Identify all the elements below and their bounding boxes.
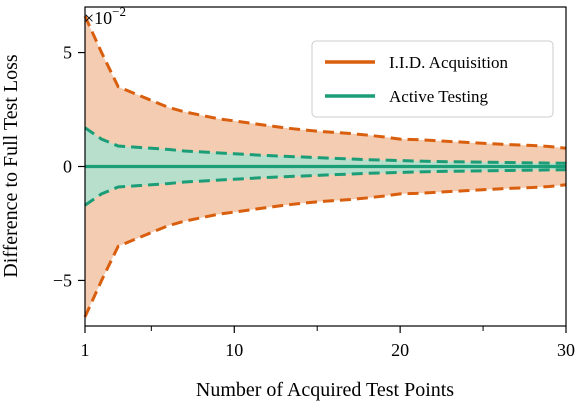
y-tick-label: 0 (63, 157, 72, 177)
upper-bound-iid (83, 15, 567, 150)
x-tick-label: 10 (225, 340, 243, 360)
x-tick-label: 30 (557, 340, 575, 360)
y-multiplier-base: ×10 (84, 8, 112, 28)
lower-bound-active (84, 168, 567, 207)
legend-label-active: Active Testing (389, 87, 489, 106)
y-axis-label: Difference to Full Test Loss (0, 54, 22, 278)
lower-bound-iid (83, 183, 567, 318)
x-tick-label: 20 (391, 340, 409, 360)
y-tick-label: 5 (63, 43, 72, 63)
legend: I.I.D. Acquisition Active Testing (311, 40, 554, 118)
confidence-bound-lines (83, 15, 567, 318)
x-tick-label: 1 (81, 340, 90, 360)
y-multiplier-exponent: −2 (112, 4, 126, 19)
legend-label-iid: I.I.D. Acquisition (389, 53, 508, 72)
axis-ticks: 1 10 20 30 −5 0 5 (53, 43, 575, 360)
x-axis-label: Number of Acquired Test Points (196, 379, 454, 401)
upper-bound-active (84, 126, 567, 165)
y-axis-multiplier: ×10−2 (84, 4, 126, 28)
y-tick-label: −5 (53, 270, 72, 290)
legend-box (311, 40, 554, 118)
